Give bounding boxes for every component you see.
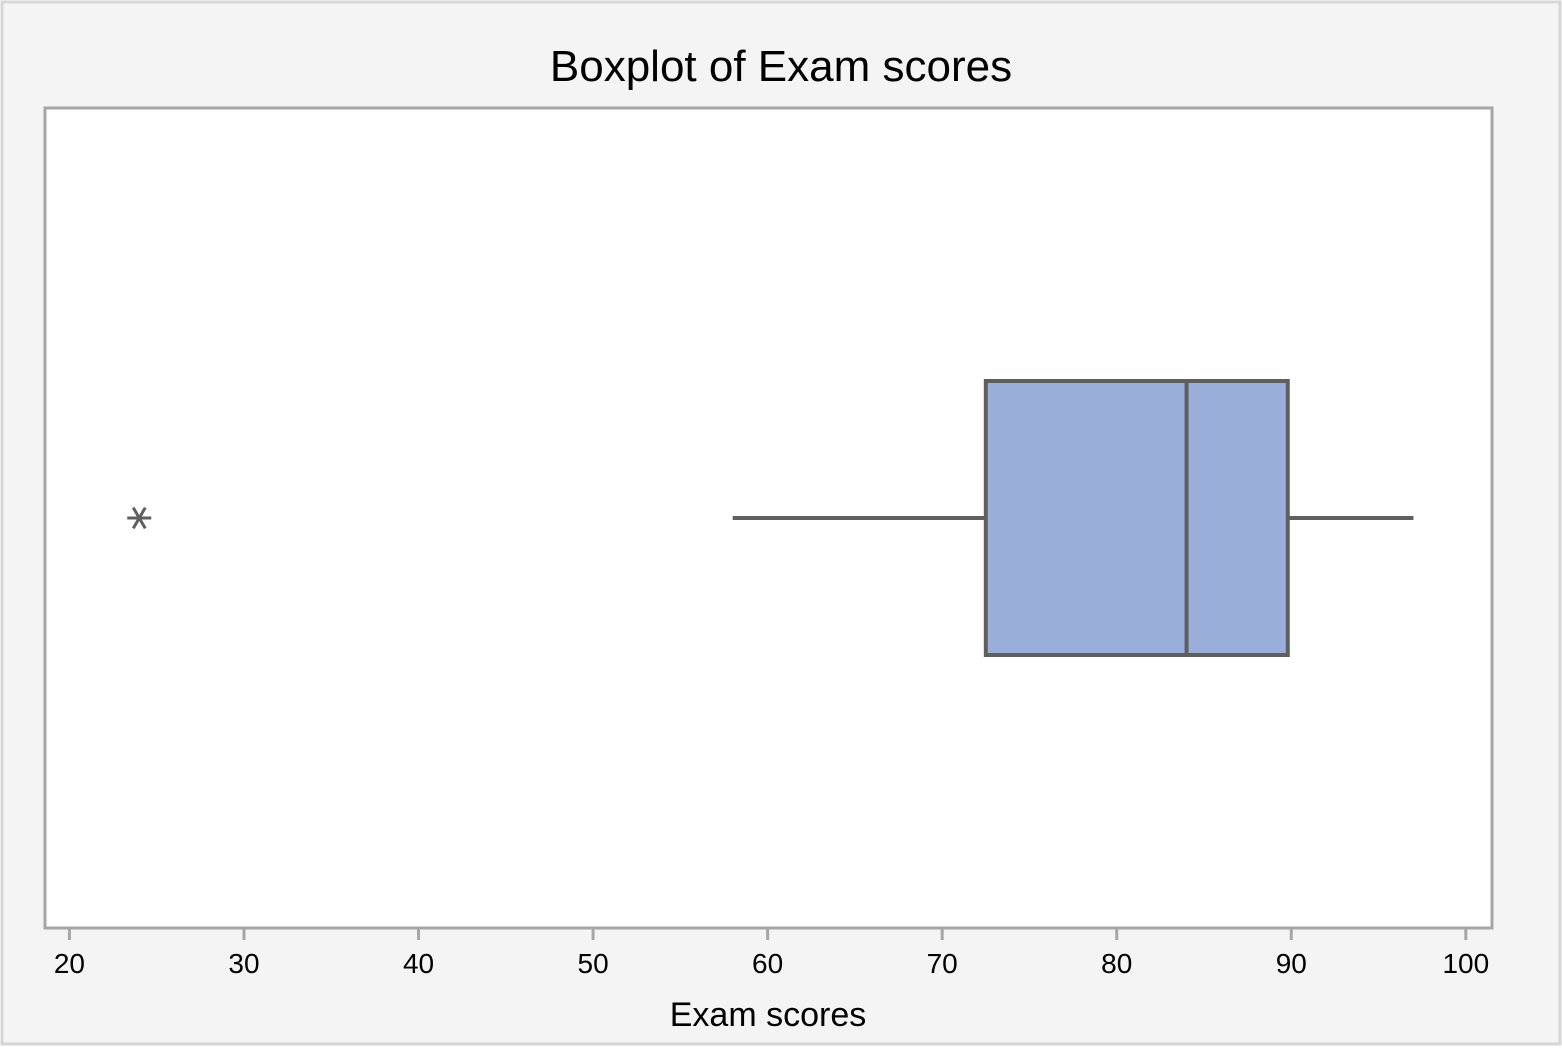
x-tick-label: 100 bbox=[1442, 948, 1489, 979]
x-tick-label: 40 bbox=[403, 948, 434, 979]
x-axis-label: Exam scores bbox=[670, 996, 867, 1034]
x-tick-label: 20 bbox=[54, 948, 85, 979]
box-series bbox=[127, 379, 1414, 657]
x-tick-label: 70 bbox=[927, 948, 958, 979]
chart-title: Boxplot of Exam scores bbox=[550, 42, 1012, 91]
interquartile-box bbox=[983, 379, 1290, 657]
x-tick-label: 80 bbox=[1101, 948, 1132, 979]
outlier-point bbox=[127, 506, 152, 530]
outlier-asterisk-stroke bbox=[131, 506, 147, 530]
x-tick-label: 60 bbox=[752, 948, 783, 979]
x-tick-label: 50 bbox=[578, 948, 609, 979]
x-axis: 20 30 40 50 60 70 80 90 100 bbox=[54, 928, 1489, 979]
x-tick-label: 30 bbox=[228, 948, 259, 979]
x-tick-label: 90 bbox=[1276, 948, 1307, 979]
